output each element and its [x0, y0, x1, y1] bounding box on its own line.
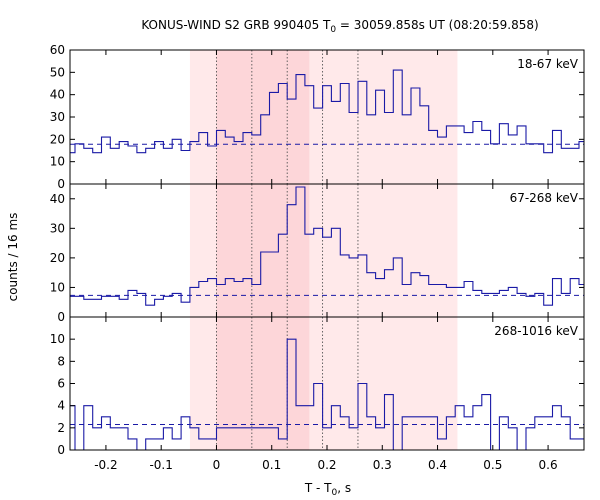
shaded-interval-inner [216, 184, 310, 317]
y-tick-label: 30 [50, 110, 65, 124]
y-tick-label: 40 [50, 88, 65, 102]
y-tick-label: 10 [50, 155, 65, 169]
y-tick-label: 40 [50, 192, 65, 206]
x-tick-label: 0.6 [539, 458, 558, 472]
y-tick-label: 30 [50, 221, 65, 235]
y-tick-label: 0 [57, 443, 65, 457]
y-tick-label: 50 [50, 65, 65, 79]
count-histogram [70, 186, 584, 306]
y-tick-label: 20 [50, 251, 65, 265]
energy-band-label: 67-268 keV [510, 191, 579, 205]
count-histogram [70, 69, 584, 154]
x-tick-label: 0.3 [373, 458, 392, 472]
y-tick-label: 10 [50, 332, 65, 346]
shaded-interval-inner [216, 317, 310, 450]
y-tick-label: 4 [57, 399, 65, 413]
x-tick-label: 0.1 [262, 458, 281, 472]
x-tick-label: 0.2 [317, 458, 336, 472]
y-axis-label: counts / 16 ms [6, 213, 20, 302]
y-tick-label: 0 [57, 177, 65, 191]
energy-band-label: 268-1016 keV [494, 324, 578, 338]
y-tick-label: 60 [50, 43, 65, 57]
chart-title: KONUS-WIND S2 GRB 990405 T0 = 30059.858s… [141, 18, 538, 35]
shaded-interval-inner [216, 50, 310, 184]
x-tick-label: 0.4 [428, 458, 447, 472]
count-histogram [70, 338, 584, 450]
panel-1: 0 10 20 30 40 50 60 18-67 keV [50, 43, 585, 191]
y-tick-label: 8 [57, 354, 65, 368]
x-tick-label: -0.1 [149, 458, 172, 472]
panel-3: 0 2 4 6 8 10 268-1016 keV [50, 316, 585, 457]
panel-2: 0 10 20 30 40 67-268 keV [50, 183, 585, 324]
y-tick-label: 0 [57, 310, 65, 324]
x-axis-label: T - T0, s [304, 481, 351, 498]
y-tick-label: 10 [50, 280, 65, 294]
x-tick-label: 0.5 [483, 458, 502, 472]
x-tick-label: 0 [213, 458, 221, 472]
y-tick-label: 20 [50, 132, 65, 146]
energy-band-label: 18-67 keV [517, 57, 579, 71]
y-tick-label: 2 [57, 421, 65, 435]
y-tick-label: 6 [57, 377, 65, 391]
x-tick-label: -0.2 [94, 458, 117, 472]
